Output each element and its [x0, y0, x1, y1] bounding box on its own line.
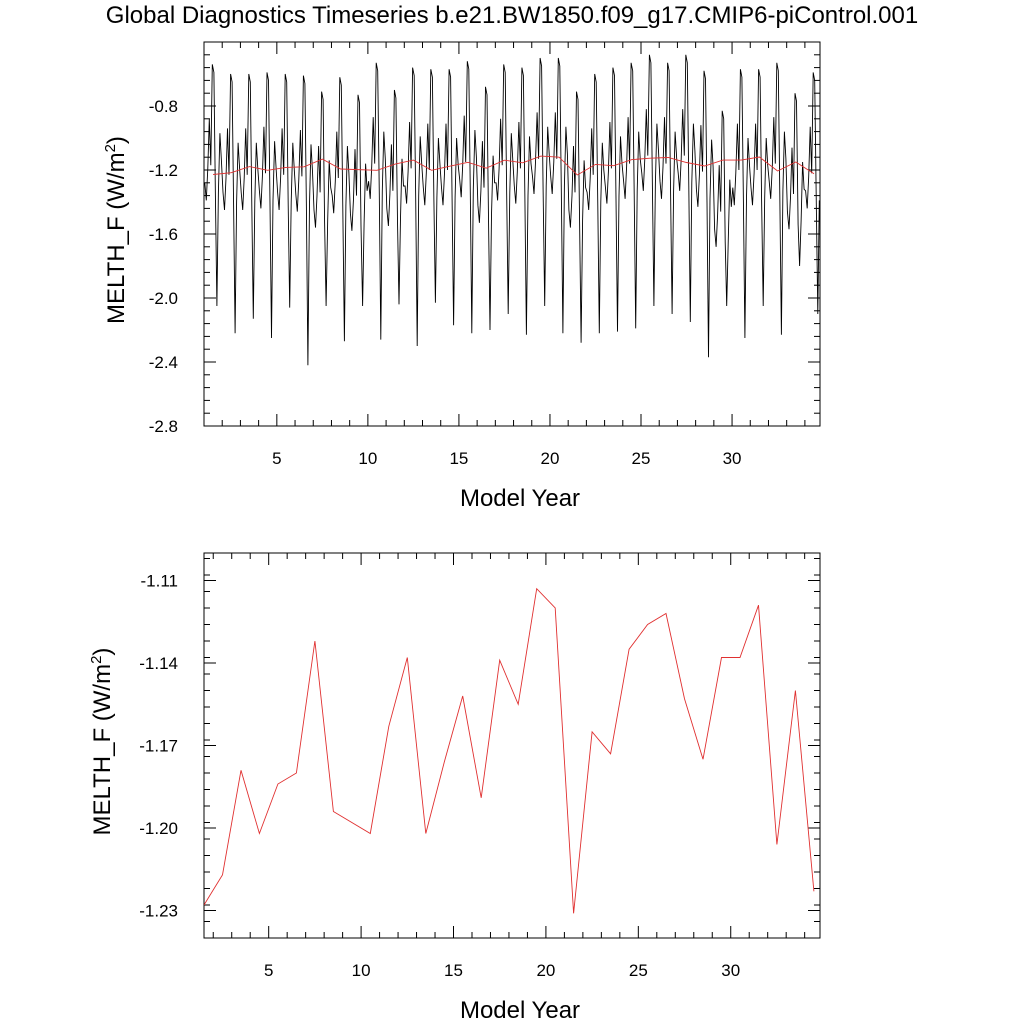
annual-mean-series-line	[204, 587, 815, 914]
plot-frame	[203, 552, 821, 939]
page-title: Global Diagnostics Timeseries b.e21.BW18…	[105, 2, 919, 29]
annual-mean-series-line	[213, 155, 815, 176]
x-tick-label: 20	[541, 449, 560, 468]
y-tick-label: -1.2	[149, 161, 178, 180]
y-tick-label: -1.23	[139, 902, 178, 921]
x-tick-label: 15	[449, 449, 468, 468]
y-tick-label: -1.14	[139, 654, 178, 673]
x-tick-label: 5	[272, 449, 281, 468]
monthly-series-line	[204, 54, 820, 366]
x-tick-label: 30	[723, 449, 742, 468]
panel-top: 5 10 15 20 25 30 -2.8 -2.4 -2.0 -1.6 -1.2 -0.8 Model…	[102, 41, 821, 512]
y-axis-title: MELTH_F (W/m2)	[102, 136, 130, 324]
x-tick-label: 10	[358, 449, 377, 468]
y-tick-label: -1.6	[149, 225, 178, 244]
y-tick-label: -0.8	[149, 97, 178, 116]
y-tick-label: -2.8	[149, 417, 178, 436]
x-axis-title: Model Year	[460, 485, 580, 512]
y-tick-label: -1.11	[141, 572, 179, 591]
y-tick-label: -1.17	[139, 737, 178, 756]
x-tick-label: 20	[536, 961, 555, 980]
x-tick-label: 30	[721, 961, 740, 980]
x-tick-label: 10	[352, 961, 371, 980]
x-tick-label: 15	[444, 961, 463, 980]
x-tick-label: 5	[264, 961, 273, 980]
y-tick-label: -1.20	[139, 819, 178, 838]
x-axis-title: Model Year	[460, 997, 580, 1024]
x-tick-label: 25	[629, 961, 648, 980]
plot-frame	[203, 41, 821, 427]
y-axis-title: MELTH_F (W/m2)	[88, 648, 116, 836]
panel-bottom: 5 10 15 20 25 30 -1.23 -1.20 -1.17 -1.14 -1.11 Mode…	[88, 552, 821, 1024]
y-tick-label: -2.0	[149, 289, 178, 308]
x-tick-label: 25	[632, 449, 651, 468]
y-tick-label: -2.4	[149, 353, 178, 372]
